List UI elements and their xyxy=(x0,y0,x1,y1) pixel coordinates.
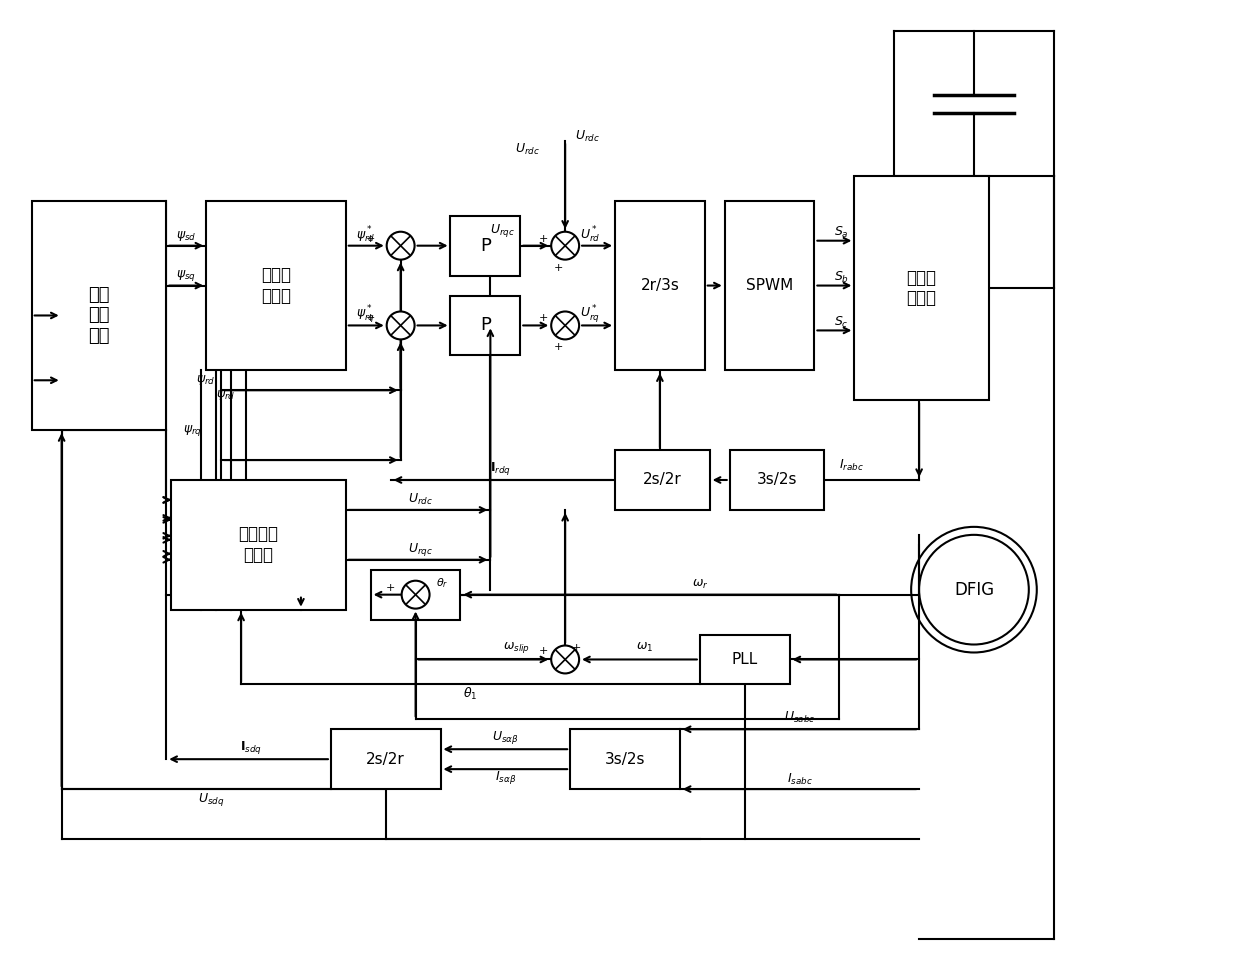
Text: +: + xyxy=(553,263,563,272)
Text: $\omega_{slip}$: $\omega_{slip}$ xyxy=(503,640,531,655)
Bar xyxy=(32,201,166,430)
Text: -: - xyxy=(414,615,418,624)
Circle shape xyxy=(387,231,414,260)
Circle shape xyxy=(387,312,414,339)
Text: $U_{sabc}$: $U_{sabc}$ xyxy=(784,709,815,725)
Bar xyxy=(615,450,709,510)
Text: 转子侧
变换器: 转子侧 变换器 xyxy=(906,269,936,308)
Text: $\omega_1$: $\omega_1$ xyxy=(636,641,653,654)
Text: $U^*_{rq}$: $U^*_{rq}$ xyxy=(580,303,600,325)
Text: +: + xyxy=(553,342,563,353)
Text: 3s/2s: 3s/2s xyxy=(605,751,645,767)
Text: +: + xyxy=(539,233,548,244)
Text: $U_{rdc}$: $U_{rdc}$ xyxy=(575,128,600,143)
Text: ∫ dt: ∫ dt xyxy=(402,587,430,602)
Circle shape xyxy=(919,534,1029,644)
Text: $\psi^*_{rq}$: $\psi^*_{rq}$ xyxy=(356,303,376,325)
Text: $U_{rdc}$: $U_{rdc}$ xyxy=(408,492,433,508)
Text: P: P xyxy=(480,316,491,335)
Text: $\psi_{sd}$: $\psi_{sd}$ xyxy=(176,228,196,243)
Text: $\theta_1$: $\theta_1$ xyxy=(464,686,477,703)
Text: $\psi_{rq}$: $\psi_{rq}$ xyxy=(184,423,202,438)
Text: 2s/2r: 2s/2r xyxy=(366,751,405,767)
Bar xyxy=(615,201,704,370)
Text: +: + xyxy=(539,314,548,323)
Bar xyxy=(699,635,790,684)
Text: $U_{rqc}$: $U_{rqc}$ xyxy=(408,541,433,558)
Text: SPWM: SPWM xyxy=(746,278,794,293)
Bar xyxy=(206,201,346,370)
Bar xyxy=(854,176,990,401)
Text: +: + xyxy=(366,314,374,323)
Text: $\mathbf{I}_{rdq}$: $\mathbf{I}_{rdq}$ xyxy=(490,460,511,476)
Text: $U_{s\alpha\beta}$: $U_{s\alpha\beta}$ xyxy=(492,728,518,746)
Text: $I_{sabc}$: $I_{sabc}$ xyxy=(786,771,812,787)
Text: 转子磁
链参考: 转子磁 链参考 xyxy=(260,266,291,305)
Bar xyxy=(450,295,521,356)
Text: +: + xyxy=(572,642,582,653)
Text: PLL: PLL xyxy=(732,652,758,667)
Bar xyxy=(371,570,460,619)
Text: $\psi_{rd}$: $\psi_{rd}$ xyxy=(196,373,216,387)
Text: -: - xyxy=(398,264,403,273)
Text: $U_{sdq}$: $U_{sdq}$ xyxy=(198,791,224,808)
Text: $\theta_r$: $\theta_r$ xyxy=(435,576,448,590)
Text: $\omega_r$: $\omega_r$ xyxy=(692,578,708,591)
Text: DFIG: DFIG xyxy=(954,580,994,598)
Bar xyxy=(171,480,346,610)
Bar xyxy=(331,729,440,789)
Text: $U_{rqc}$: $U_{rqc}$ xyxy=(490,222,516,239)
Text: +: + xyxy=(366,233,374,244)
Text: $U^*_{rd}$: $U^*_{rd}$ xyxy=(580,225,600,245)
Text: 2s/2r: 2s/2r xyxy=(644,472,682,488)
Bar xyxy=(570,729,680,789)
Text: $\mathbf{I}_{sdq}$: $\mathbf{I}_{sdq}$ xyxy=(241,739,262,755)
Text: $U_{rdc}$: $U_{rdc}$ xyxy=(516,141,541,157)
Text: $I_{rabc}$: $I_{rabc}$ xyxy=(839,458,864,472)
Bar xyxy=(729,450,825,510)
Circle shape xyxy=(402,580,429,609)
Circle shape xyxy=(552,645,579,673)
Text: $S_a$: $S_a$ xyxy=(835,226,849,240)
Text: -: - xyxy=(398,343,403,354)
Text: P: P xyxy=(480,237,491,254)
Text: 定子
磁链
计算: 定子 磁链 计算 xyxy=(88,286,110,345)
Text: $I_{s\alpha\beta}$: $I_{s\alpha\beta}$ xyxy=(495,769,516,786)
Text: $S_c$: $S_c$ xyxy=(835,315,849,330)
Text: $S_b$: $S_b$ xyxy=(835,270,849,285)
Text: +: + xyxy=(539,646,548,657)
Text: 前馈补偿
项计算: 前馈补偿 项计算 xyxy=(238,526,279,564)
Text: +: + xyxy=(387,582,396,593)
Text: $\psi_{rd}$: $\psi_{rd}$ xyxy=(216,388,236,402)
Text: 2r/3s: 2r/3s xyxy=(640,278,680,293)
Bar xyxy=(724,201,815,370)
Text: $\psi^*_{rd}$: $\psi^*_{rd}$ xyxy=(356,225,376,245)
Bar xyxy=(450,216,521,275)
Text: $\psi_{sq}$: $\psi_{sq}$ xyxy=(176,268,196,283)
Circle shape xyxy=(552,312,579,339)
Text: 3s/2s: 3s/2s xyxy=(756,472,797,488)
Circle shape xyxy=(552,231,579,260)
